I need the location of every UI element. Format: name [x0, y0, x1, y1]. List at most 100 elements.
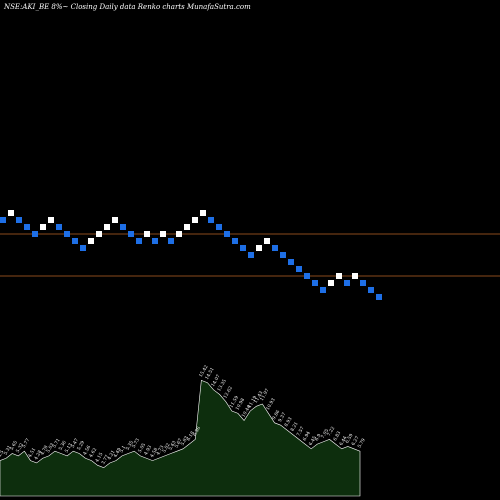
volume-label: 5.77	[21, 437, 31, 449]
volume-label: 7.57	[296, 426, 306, 438]
volume-label: 4.21	[106, 449, 116, 461]
volume-label: 6.59	[344, 433, 354, 445]
volume-label: 5.29	[76, 440, 86, 452]
volume-label: 5.13	[64, 442, 74, 454]
renko-brick-down	[152, 238, 158, 244]
volume-label: 5.65	[9, 440, 19, 452]
renko-brick-up	[352, 273, 358, 279]
volume-label: 5.32	[15, 442, 25, 454]
renko-brick-down	[272, 245, 278, 251]
renko-brick-down	[128, 231, 134, 237]
renko-brick-down	[64, 231, 70, 237]
renko-brick-down	[312, 280, 318, 286]
renko-brick-up	[192, 217, 198, 223]
chart-title: NSE:AKI_BE 8%~ Closing Daily data Renko …	[3, 3, 251, 11]
renko-brick-up	[256, 245, 262, 251]
renko-brick-up	[176, 231, 182, 237]
volume-label: 14.07	[210, 374, 222, 388]
renko-brick-down	[72, 238, 78, 244]
volume-label: 6.94	[302, 430, 312, 442]
renko-brick-down	[320, 287, 326, 293]
volume-label: 8.93	[283, 416, 293, 428]
volume-label: 7.22	[326, 426, 336, 438]
renko-brick-down	[208, 217, 214, 223]
renko-brick-up	[40, 224, 46, 230]
renko-brick-down	[280, 252, 286, 258]
volume-label: 5.83	[180, 435, 190, 447]
volume-label: 4.73	[155, 444, 165, 456]
renko-brick-down	[56, 224, 62, 230]
renko-brick-up	[112, 217, 118, 223]
renko-brick-down	[376, 294, 382, 300]
renko-brick-up	[8, 210, 14, 216]
volume-label: 10.93	[265, 397, 277, 411]
volume-series	[0, 379, 361, 497]
renko-brick-down	[16, 217, 22, 223]
volume-label: 5.05	[137, 442, 147, 454]
volume-label: 4.56	[82, 444, 92, 456]
renko-brick-down	[136, 238, 142, 244]
volume-label: 6.56	[192, 426, 202, 438]
renko-brick-down	[80, 245, 86, 251]
volume-label: 5.43	[167, 440, 177, 452]
volume-label: 4.15	[94, 452, 104, 464]
renko-brick-up	[96, 231, 102, 237]
renko-brick-up	[336, 273, 342, 279]
volume-label: 5.47	[70, 437, 80, 449]
volume-label: 6.45	[308, 435, 318, 447]
renko-brick-down	[240, 245, 246, 251]
volume-label: 6.18	[186, 430, 196, 442]
renko-brick-up	[264, 238, 270, 244]
volume-label: 14.51	[204, 366, 216, 380]
volume-label: 9.86	[271, 409, 281, 421]
volume-label: 13.35	[216, 378, 228, 392]
renko-brick-down	[168, 238, 174, 244]
renko-brick-down	[360, 280, 366, 286]
volume-label: 5.79	[357, 437, 367, 449]
volume-label: 4.62	[88, 447, 98, 459]
volume-label: 6.83	[332, 430, 342, 442]
renko-brick-up	[328, 280, 334, 286]
volume-label: 5.71	[51, 437, 61, 449]
volume-label: 11.59	[228, 395, 240, 409]
renko-brick-down	[224, 231, 230, 237]
reference-lines	[0, 233, 500, 277]
volume-label: 10.44	[241, 404, 253, 418]
volume-label: 5.36	[58, 440, 68, 452]
renko-brick-down	[288, 259, 294, 265]
volume-label: 4.28	[33, 449, 43, 461]
renko-brick-up	[200, 210, 206, 216]
volume-label: 11.97	[259, 388, 271, 402]
renko-brick-down	[368, 287, 374, 293]
volume-labels: 4.55.315.655.325.774.514.284.785.035.715…	[0, 364, 367, 466]
renko-brick-down	[232, 238, 238, 244]
renko-bricks	[0, 210, 382, 300]
volume-label: 10.98	[235, 397, 247, 411]
volume-label: 4.49	[112, 447, 122, 459]
renko-brick-down	[120, 224, 126, 230]
volume-label: 3.77	[100, 454, 110, 466]
renko-brick-down	[304, 273, 310, 279]
volume-label: 15.42	[198, 364, 210, 378]
renko-brick-down	[24, 224, 30, 230]
volume-area	[0, 379, 361, 497]
renko-brick-up	[88, 238, 94, 244]
volume-label: 5.1	[119, 445, 128, 454]
volume-label: 9.37	[277, 411, 287, 423]
volume-label: 5.67	[173, 437, 183, 449]
renko-brick-down	[32, 231, 38, 237]
renko-brick-down	[0, 217, 6, 223]
volume-label: 11.19	[247, 395, 259, 409]
volume-label: 5.31	[3, 444, 13, 456]
renko-brick-up	[160, 231, 166, 237]
volume-label: 5.35	[125, 440, 135, 452]
renko-brick-down	[296, 266, 302, 272]
volume-label: 6.27	[350, 435, 360, 447]
renko-brick-down	[344, 280, 350, 286]
volume-label: 4.93	[143, 444, 153, 456]
renko-brick-down	[248, 252, 254, 258]
renko-brick-down	[216, 224, 222, 230]
volume-label: 6.9	[314, 433, 323, 442]
volume-label: 8.21	[289, 421, 299, 433]
